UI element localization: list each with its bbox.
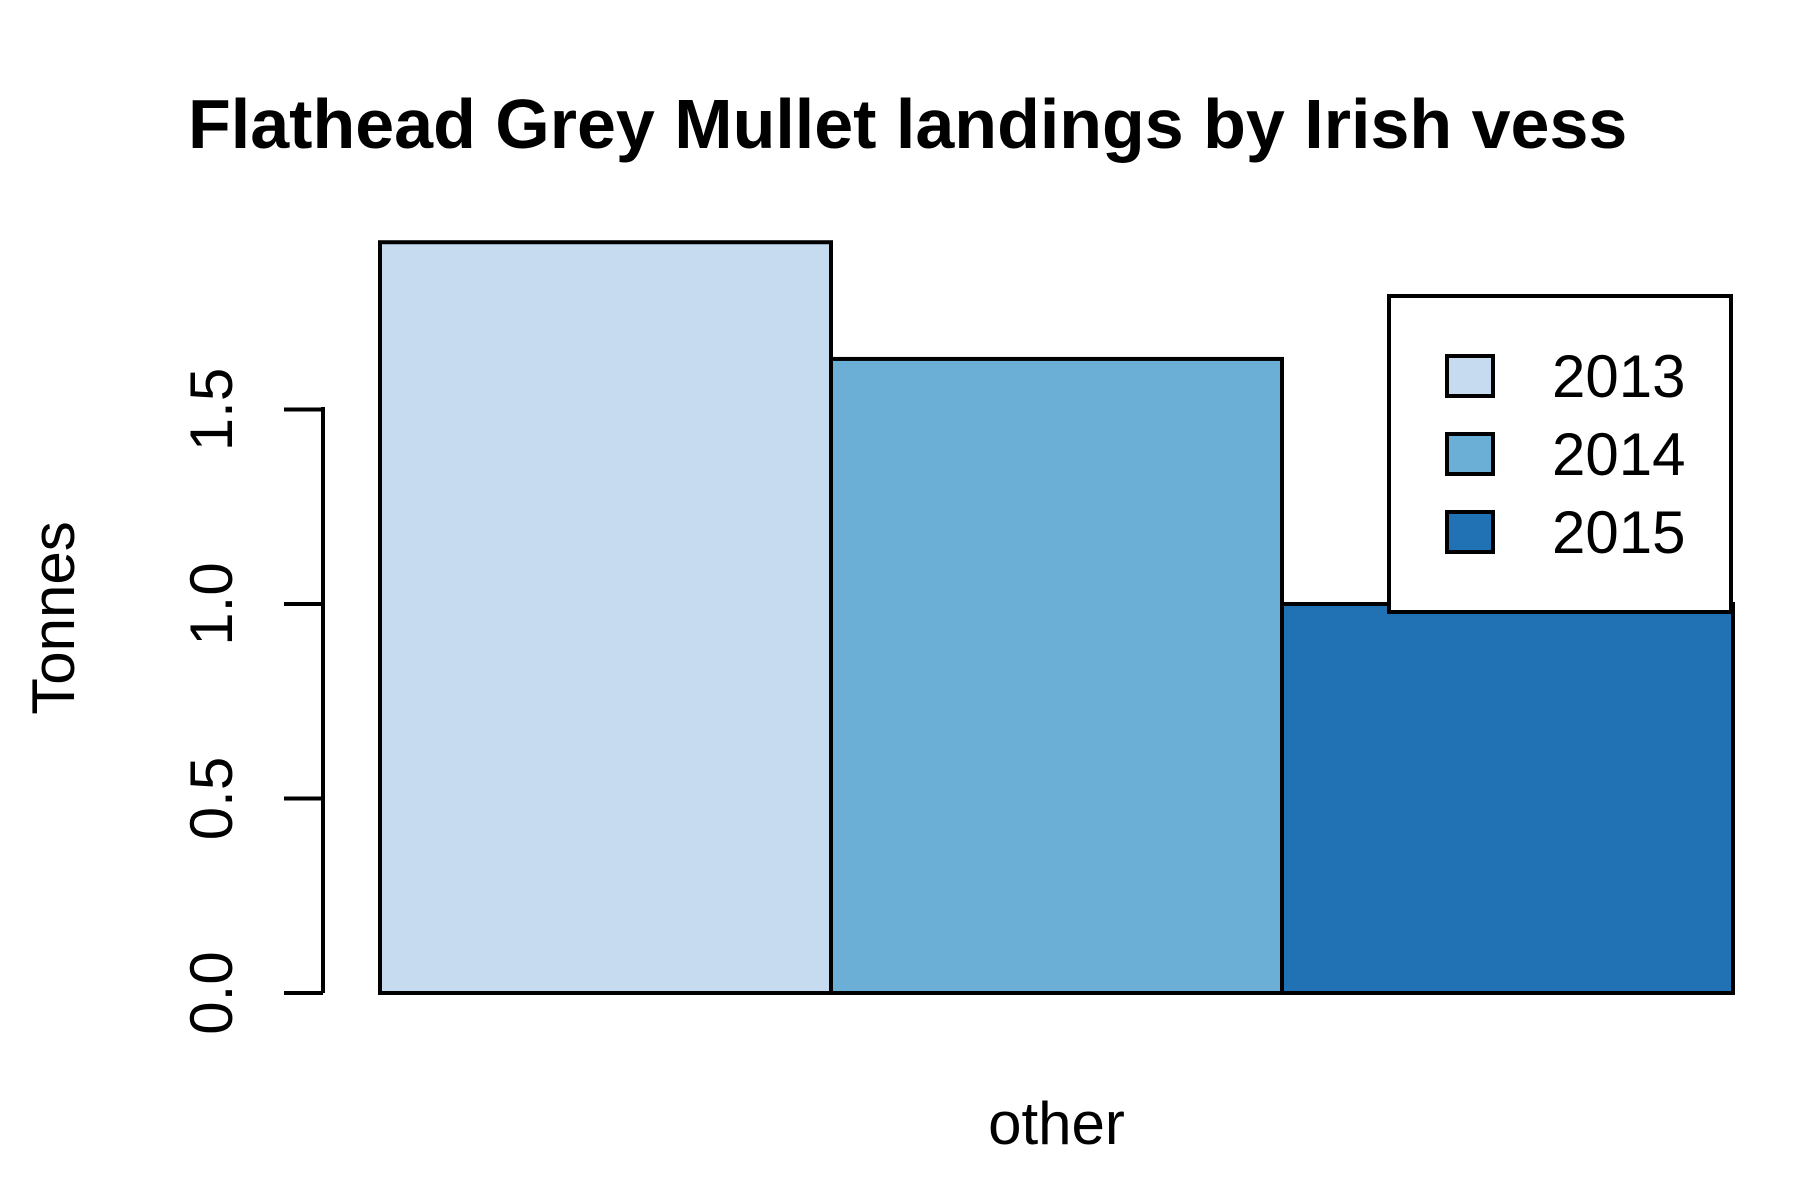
y-tick-label-0: 0.0 bbox=[178, 951, 245, 1034]
legend-label-2014: 2014 bbox=[1552, 421, 1685, 488]
legend-swatch-2013 bbox=[1445, 354, 1495, 398]
bar-2015 bbox=[1280, 602, 1735, 995]
y-tick-label-3: 1.5 bbox=[178, 368, 245, 451]
category-label-0: other bbox=[988, 1090, 1125, 1157]
legend: 2013 2014 2015 bbox=[1387, 294, 1733, 614]
legend-swatch-2014 bbox=[1445, 432, 1495, 476]
bars bbox=[378, 240, 1735, 996]
bar-2013 bbox=[378, 240, 833, 996]
legend-label-2015: 2015 bbox=[1552, 499, 1685, 566]
legend-label-2013: 2013 bbox=[1552, 343, 1685, 410]
bar-2014 bbox=[829, 356, 1284, 995]
y-tick-label-2: 1.0 bbox=[178, 562, 245, 645]
y-axis-label: Tonnes bbox=[20, 521, 87, 714]
legend-box bbox=[1387, 294, 1733, 614]
y-tick-label-1: 0.5 bbox=[178, 757, 245, 840]
category-labels: other bbox=[988, 1090, 1125, 1157]
y-axis: 0.0 0.5 1.0 1.5 bbox=[178, 368, 325, 1035]
chart-title: Flathead Grey Mullet landings by Irish v… bbox=[188, 85, 1627, 163]
legend-swatch-2015 bbox=[1445, 510, 1495, 554]
